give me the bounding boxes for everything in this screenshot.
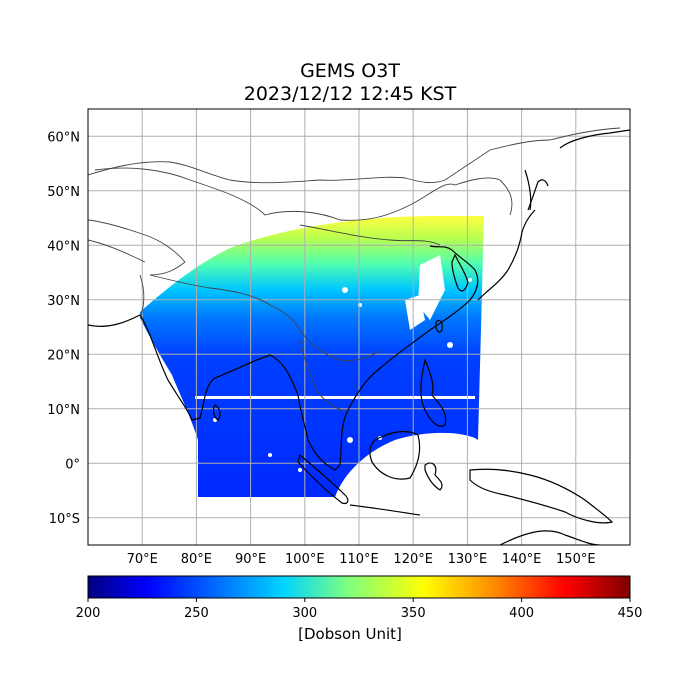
- cloud-mask-patch: [447, 342, 453, 348]
- coastline-java: [349, 504, 421, 516]
- gridlines: [88, 109, 630, 545]
- cloud-mask-patch: [405, 295, 425, 330]
- border-himalaya: [149, 274, 301, 331]
- latitude-ticks: 60°N 50°N 40°N 30°N 20°N 10°N 0° 10°S: [47, 130, 80, 527]
- coastline-borneo: [369, 430, 421, 480]
- cloud-mask-patch: [298, 468, 302, 472]
- map-title: GEMS O3T: [300, 60, 400, 82]
- border-mainland-sea-2: [299, 339, 349, 411]
- map-frame: [87, 108, 631, 546]
- lat-tick-label: 10°N: [47, 403, 80, 418]
- colorbar-tick-label: 450: [618, 606, 643, 621]
- lat-tick-label: 0°: [65, 457, 80, 472]
- colorbar-tick-label: 400: [509, 606, 534, 621]
- coastline-sri-lanka: [212, 404, 221, 421]
- border-mainland-sea: [299, 329, 381, 361]
- lat-tick-label: 20°N: [47, 348, 80, 363]
- coastline-australia-north: [499, 530, 601, 545]
- coastline-philippines: [420, 357, 447, 427]
- coastline-asia: [88, 245, 479, 471]
- map-timestamp: 2023/12/12 12:45 KST: [243, 83, 457, 105]
- lon-tick-label: 120°E: [393, 552, 433, 567]
- border-central-asia-2: [88, 239, 146, 263]
- coastline-taiwan: [435, 319, 443, 333]
- colorbar-tick-label: 250: [184, 606, 209, 621]
- coastline-japan: [477, 209, 536, 301]
- lon-tick-label: 90°E: [235, 552, 266, 567]
- lat-tick-label: 60°N: [47, 130, 80, 145]
- data-gap: [195, 396, 475, 399]
- colorbar-label: [Dobson Unit]: [298, 625, 402, 643]
- lon-tick-label: 150°E: [556, 552, 596, 567]
- lon-tick-label: 130°E: [448, 552, 488, 567]
- colorbar-ticks: 200 250 300 350 400 450: [76, 598, 643, 621]
- lat-tick-label: 50°N: [47, 185, 80, 200]
- colorbar-tick-label: 350: [401, 606, 426, 621]
- coastline-korea: [451, 253, 469, 292]
- cloud-mask-patch: [268, 453, 272, 457]
- lon-tick-label: 110°E: [339, 552, 379, 567]
- lon-tick-label: 100°E: [285, 552, 325, 567]
- cloud-mask-patch: [342, 287, 348, 293]
- lat-tick-label: 30°N: [47, 294, 80, 309]
- longitude-ticks: 70°E 80°E 90°E 100°E 110°E 120°E 130°E 140°E 150…: [127, 552, 596, 567]
- cloud-mask-patch: [468, 278, 472, 282]
- border-china-north: [94, 167, 513, 221]
- coastline-new-guinea: [469, 468, 614, 524]
- ozone-data-swath: [140, 216, 484, 497]
- colorbar-tick-label: 200: [76, 606, 101, 621]
- colorbar-tick-label: 300: [292, 606, 317, 621]
- coastline-sakhalin: [524, 169, 532, 211]
- cloud-mask-patch: [347, 437, 353, 443]
- coastline-sumatra: [297, 453, 349, 505]
- lat-tick-label: 40°N: [47, 239, 80, 254]
- cloud-mask-patch: [418, 255, 445, 320]
- border-india-west: [139, 274, 145, 319]
- border-mongolia-south: [299, 224, 441, 246]
- lat-tick-label: 10°S: [49, 512, 80, 527]
- lon-tick-label: 140°E: [502, 552, 542, 567]
- border-central-asia: [88, 219, 186, 276]
- colorbar: [87, 575, 631, 599]
- lon-tick-label: 80°E: [181, 552, 212, 567]
- lon-tick-label: 70°E: [127, 552, 158, 567]
- coastline-kamchatka: [559, 129, 630, 149]
- country-borders: [88, 127, 621, 411]
- coastline-sulawesi: [424, 462, 443, 491]
- border-russia: [88, 127, 621, 184]
- coastlines: [88, 129, 630, 545]
